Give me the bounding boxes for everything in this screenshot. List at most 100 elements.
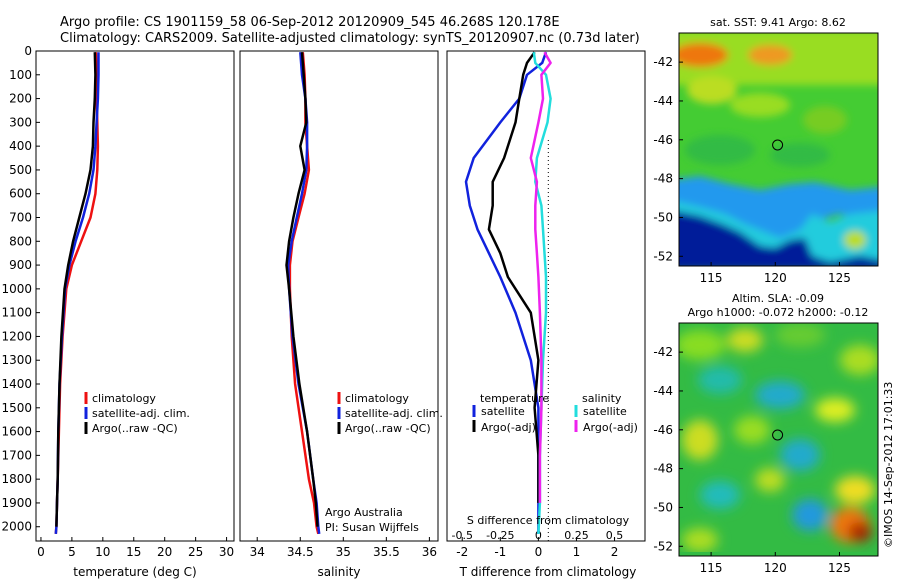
- depth-tick-label: 1600: [1, 425, 32, 439]
- salinity-panel: 34 34.5 35 35.5 36 salinity climatology sate…: [239, 50, 443, 579]
- difference-legend: temperature satellite Argo(-adj) salinit…: [472, 392, 638, 434]
- legend-title-salinity: salinity: [582, 392, 622, 405]
- latitude-tick-label: -48: [653, 462, 673, 476]
- latitude-tick-label: -50: [653, 500, 673, 514]
- difference-panel: -2 -1 0 1 2 -0.5 -0.25 0 0.25 0.5 S difference f…: [446, 50, 646, 579]
- sst-map-frame: [678, 32, 879, 267]
- salinity-series-line: [288, 52, 320, 535]
- s-difference-tick-label: -0.5: [451, 529, 472, 542]
- longitude-tick-label: 120: [764, 561, 787, 575]
- sla-longitude-ticks: 115 120 125: [700, 552, 851, 575]
- pi-annotation: PI: Susan Wijffels: [325, 521, 419, 534]
- difference-series-line: [464, 51, 548, 534]
- legend-label-climatology: climatology: [345, 392, 409, 405]
- longitude-tick-label: 120: [764, 271, 787, 285]
- latitude-tick-label: -52: [653, 539, 673, 553]
- t-difference-tick-label: -2: [456, 545, 468, 559]
- depth-tick-label: 1000: [1, 282, 32, 296]
- sla-map-title-line2: Argo h1000: -0.072 h2000: -0.12: [688, 306, 869, 319]
- salinity-tick-label: 35.5: [373, 545, 400, 559]
- argo-australia-annotation: Argo Australia: [325, 506, 403, 519]
- sla-map-panel: Altim. SLA: -0.09 Argo h1000: -0.072 h20…: [653, 292, 879, 575]
- temperature-series-line: [54, 52, 100, 535]
- latitude-tick-label: -42: [653, 55, 673, 69]
- legend-label-t-satellite: satellite: [481, 405, 525, 418]
- temperature-tick-label: 5: [68, 545, 76, 559]
- depth-tick-label: 400: [9, 139, 32, 153]
- temperature-series: [54, 52, 100, 535]
- depth-tick-label: 200: [9, 92, 32, 106]
- t-difference-tick-label: -1: [494, 545, 506, 559]
- s-difference-tick-label: 0.5: [606, 529, 624, 542]
- latitude-tick-label: -46: [653, 133, 673, 147]
- temperature-tick-label: 10: [95, 545, 110, 559]
- sla-latitude-ticks: -42 -44 -46 -48 -50 -52: [653, 345, 683, 553]
- figure-title-line2: Climatology: CARS2009. Satellite-adjuste…: [60, 31, 640, 46]
- salinity-tick-label: 34: [250, 545, 265, 559]
- legend-label-satellite: satellite-adj. clim.: [92, 407, 190, 420]
- legend-title-temperature: temperature: [480, 392, 549, 405]
- depth-tick-label: 1500: [1, 401, 32, 415]
- t-difference-axis-label: T difference from climatology: [459, 565, 637, 579]
- latitude-tick-label: -44: [653, 94, 673, 108]
- depth-tick-label: 1700: [1, 448, 32, 462]
- salinity-series-line: [286, 52, 321, 535]
- depth-tick-label: 1400: [1, 377, 32, 391]
- salinity-axis-ticks: 34 34.5 35 35.5 36: [250, 537, 437, 559]
- depth-tick-label: 1900: [1, 496, 32, 510]
- sst-latitude-ticks: -42 -44 -46 -48 -50 -52: [653, 55, 683, 263]
- temperature-tick-label: 15: [126, 545, 141, 559]
- temperature-tick-label: 0: [37, 545, 45, 559]
- difference-series-line: [532, 52, 552, 534]
- latitude-tick-label: -46: [653, 423, 673, 437]
- salinity-series-line: [285, 52, 319, 527]
- salinity-tick-label: 36: [422, 545, 437, 559]
- imos-timestamp: ©IMOS 14-Sep-2012 17:01:33: [882, 382, 895, 548]
- salinity-tick-label: 35: [336, 545, 351, 559]
- depth-tick-label: 700: [9, 211, 32, 225]
- legend-label-s-satellite: satellite: [583, 405, 627, 418]
- temperature-legend: climatology satellite-adj. clim. Argo(..…: [84, 392, 190, 435]
- longitude-tick-label: 115: [700, 271, 723, 285]
- temperature-tick-label: 25: [188, 545, 203, 559]
- temperature-series-line: [55, 52, 97, 527]
- s-difference-tick-label: -0.25: [486, 529, 514, 542]
- legend-label-s-argo: Argo(-adj): [583, 421, 638, 434]
- sst-longitude-ticks: 115 120 125: [700, 262, 851, 285]
- temperature-panel: 0100200300400500600700800900100011001200…: [1, 44, 235, 579]
- sla-field: [679, 323, 878, 556]
- depth-tick-label: 0: [24, 44, 32, 58]
- longitude-tick-label: 125: [828, 271, 851, 285]
- depth-tick-label: 1300: [1, 353, 32, 367]
- temperature-tick-label: 20: [157, 545, 172, 559]
- depth-tick-label: 1800: [1, 472, 32, 486]
- depth-tick-label: 600: [9, 187, 32, 201]
- s-difference-tick-label: 0.25: [564, 529, 589, 542]
- sst-field: [679, 33, 878, 266]
- difference-series: [464, 51, 552, 534]
- latitude-tick-label: -52: [653, 249, 673, 263]
- t-difference-tick-label: 2: [611, 545, 619, 559]
- legend-label-satellite: satellite-adj. clim.: [345, 407, 443, 420]
- legend-label-argo: Argo(..raw -QC): [345, 422, 431, 435]
- depth-tick-label: 100: [9, 68, 32, 82]
- difference-axes: [446, 50, 646, 542]
- temperature-axis-ticks: 0 5 10 15 20 25 30: [37, 537, 234, 559]
- depth-tick-label: 1200: [1, 329, 32, 343]
- temperature-series-line: [54, 52, 100, 535]
- s-difference-axis-ticks: -0.5 -0.25 0 0.25 0.5: [451, 529, 623, 542]
- depth-axis-ticks: 0 100 200 300 400 500 600 700 800 900 1000 1100 1200…: [1, 44, 40, 534]
- longitude-tick-label: 115: [700, 561, 723, 575]
- salinity-legend: climatology satellite-adj. clim. Argo(..…: [337, 392, 443, 435]
- sst-map-title: sat. SST: 9.41 Argo: 8.62: [710, 16, 846, 29]
- salinity-axes: [239, 50, 439, 542]
- depth-tick-label: 300: [9, 115, 32, 129]
- figure-title-line1: Argo profile: CS 1901159_58 06-Sep-2012 …: [60, 15, 560, 30]
- temperature-axes: [35, 50, 235, 542]
- depth-tick-label: 1100: [1, 306, 32, 320]
- legend-label-climatology: climatology: [92, 392, 156, 405]
- longitude-tick-label: 125: [828, 561, 851, 575]
- difference-series-line: [487, 51, 540, 503]
- depth-tick-label: 500: [9, 163, 32, 177]
